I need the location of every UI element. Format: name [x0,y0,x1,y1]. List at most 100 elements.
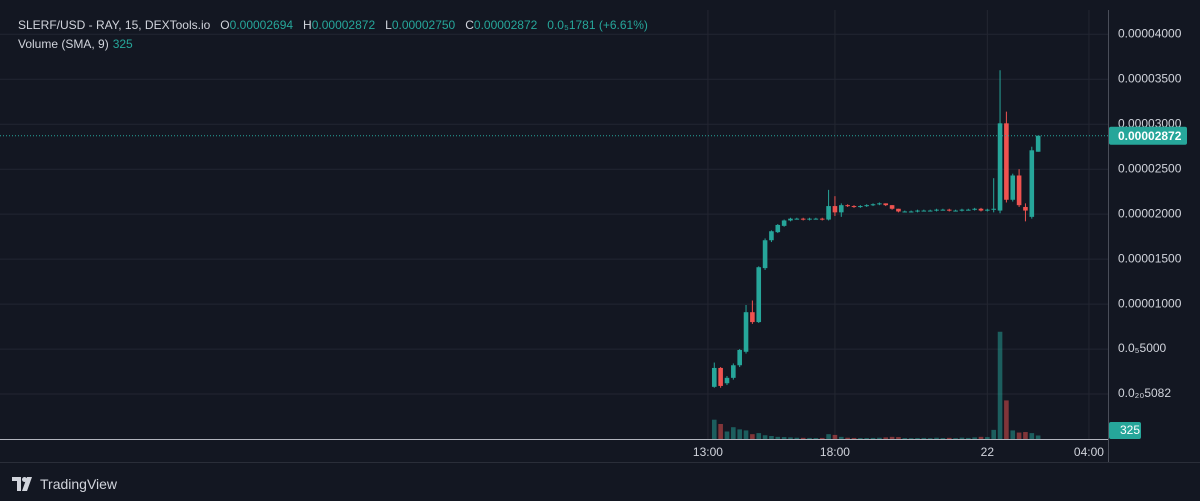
volume-bar [838,436,844,439]
volume-bar [788,437,793,439]
candle-body [1023,206,1028,211]
ohlc-value: 0.00002694 [229,18,294,32]
candle-body [750,312,755,323]
last-price-badge [1109,126,1187,145]
candle-body [883,203,889,206]
candle-body [896,208,901,212]
candle-body [800,218,806,220]
volume-bar [756,433,762,439]
candle-body [711,367,717,387]
volume-bar [800,437,806,439]
candle-body [889,205,895,209]
candle-body [965,209,971,211]
volume-bar [711,419,717,439]
candle-body [845,205,850,207]
volume-bar [883,437,889,439]
candle-body [775,224,781,233]
candle-body [737,349,742,366]
volume-bar [1016,432,1022,439]
candle-body [1016,175,1022,206]
candle-body [972,208,977,210]
y-tick-label: 0.0₅5000 [1118,341,1167,355]
volume-bar [794,437,800,439]
candle-body [807,218,812,220]
candle-body [934,209,939,211]
candle-body [813,218,819,220]
legend: SLERF/USD - RAY, 15, DEXTools.io O 0.0000… [18,16,654,54]
volume-bar [851,437,857,439]
volume-value: 325 [112,37,133,51]
candle-body [724,377,730,384]
volume-bar [819,437,825,439]
candle-body [940,209,946,211]
volume-bar [1023,432,1028,439]
volume-bar [934,437,939,439]
candle-body [762,240,768,269]
volume-bar [870,437,876,439]
last-volume-badge [1109,422,1141,439]
symbol-title: SLERF/USD - RAY, 15, DEXTools.io [18,18,211,32]
candle-body [769,231,774,241]
x-tick-label: 22 [981,445,995,459]
grid [0,10,1108,439]
y-tick-label: 0.0₂₀5082 [1118,386,1171,400]
volume-bar [1004,400,1009,439]
x-tick-label: 13:00 [693,445,723,459]
volume-label: Volume (SMA, 9) [18,37,109,51]
volume-bar [877,437,882,439]
candle-body [1029,150,1035,217]
volume-bar [940,438,946,439]
volume-bar [807,437,812,439]
x-tick-label: 04:00 [1074,445,1104,459]
candle-body [731,365,736,378]
volume-bar [781,437,787,439]
candle-body [870,204,876,206]
volume-bar [985,437,990,439]
volume-bar [1029,433,1035,439]
candle-body [858,206,863,208]
change: 0.0₅1781 (+6.61%) [547,18,648,32]
volume-bar [775,436,781,439]
volume-bar [896,437,901,439]
ohlc-key: H [303,18,312,32]
brand-logo [12,477,32,491]
candle-body [819,218,825,220]
candle-body [788,218,793,221]
candle-body [1035,135,1041,152]
volume-bar [953,438,958,439]
ohlc-key: L [385,18,392,32]
candle-body [991,208,996,210]
volume-bar [864,438,869,439]
volume-bar [826,434,831,439]
volume-bar [743,430,749,439]
y-tick-label: 0.00002500 [1118,161,1182,175]
candle-body [851,206,857,208]
volume-bar [902,438,908,439]
volume-bar [972,437,977,439]
volume-bar [921,437,927,439]
candle-body [985,209,990,211]
volume-row: Volume (SMA, 9) 325 [18,35,654,54]
volume-bar [991,429,996,439]
candle-body [959,209,965,211]
volume-bar [769,435,774,439]
candle-body [908,211,914,213]
volume-bar [731,427,736,439]
candle-body [838,205,844,213]
candle-body [1004,123,1009,200]
volume-bar [832,434,838,439]
ohlc-row: SLERF/USD - RAY, 15, DEXTools.io O 0.0000… [18,16,654,35]
candle-body [781,220,787,226]
candle-body [743,312,749,352]
y-tick-label: 0.00001500 [1118,251,1182,265]
candle-body [997,123,1003,211]
volume-bar [858,438,863,439]
candle-body [832,206,838,213]
candle-body [1010,175,1016,200]
y-tick-label: 0.00003500 [1118,71,1182,85]
volume-bar [845,437,850,439]
volume-bar [889,436,895,439]
brand-name: TradingView [40,476,118,492]
